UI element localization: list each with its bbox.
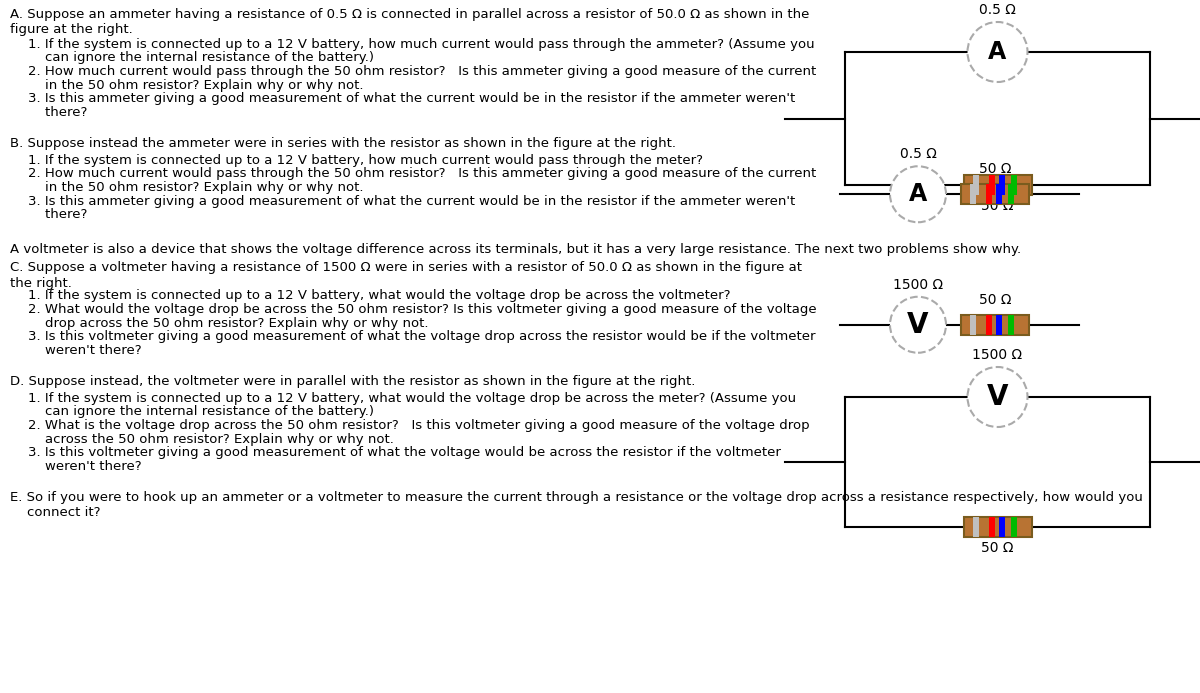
Text: A: A <box>989 40 1007 64</box>
Text: V: V <box>907 310 929 339</box>
Text: 1500 Ω: 1500 Ω <box>893 278 943 292</box>
Circle shape <box>890 297 946 353</box>
Text: there?: there? <box>28 208 88 221</box>
Text: 3. Is this voltmeter giving a good measurement of what the voltage would be acro: 3. Is this voltmeter giving a good measu… <box>28 446 781 459</box>
Bar <box>970 184 976 204</box>
Text: 1500 Ω: 1500 Ω <box>972 348 1022 362</box>
Text: 1. If the system is connected up to a 12 V battery, how much current would pass : 1. If the system is connected up to a 12… <box>28 154 703 167</box>
Text: 2. What is the voltage drop across the 50 ohm resistor?   Is this voltmeter givi: 2. What is the voltage drop across the 5… <box>28 419 810 432</box>
Text: 50 Ω: 50 Ω <box>979 292 1012 307</box>
Text: weren't there?: weren't there? <box>28 344 142 356</box>
Text: 1. If the system is connected up to a 12 V battery, what would the voltage drop : 1. If the system is connected up to a 12… <box>28 392 796 405</box>
Bar <box>970 315 976 335</box>
Text: 2. How much current would pass through the 50 ohm resistor?   Is this ammeter gi: 2. How much current would pass through t… <box>28 65 816 78</box>
Bar <box>972 517 978 537</box>
Text: C. Suppose a voltmeter having a resistance of 1500 Ω were in series with a resis: C. Suppose a voltmeter having a resistan… <box>10 261 802 290</box>
Bar <box>998 517 1004 537</box>
Bar <box>961 184 1030 204</box>
Text: drop across the 50 ohm resistor? Explain why or why not.: drop across the 50 ohm resistor? Explain… <box>28 317 428 329</box>
Text: 50 Ω: 50 Ω <box>982 199 1014 213</box>
Text: can ignore the internal resistance of the battery.): can ignore the internal resistance of th… <box>28 405 374 419</box>
Text: E. So if you were to hook up an ammeter or a voltmeter to measure the current th: E. So if you were to hook up an ammeter … <box>10 491 1142 519</box>
Text: 2. How much current would pass through the 50 ohm resistor?   Is this ammeter gi: 2. How much current would pass through t… <box>28 168 816 180</box>
Bar <box>1008 315 1014 335</box>
Text: 1. If the system is connected up to a 12 V battery, how much current would pass : 1. If the system is connected up to a 12… <box>28 38 815 51</box>
Bar <box>986 184 992 204</box>
Circle shape <box>967 22 1027 82</box>
Bar <box>1010 175 1016 195</box>
Bar <box>972 175 978 195</box>
Text: 3. Is this voltmeter giving a good measurement of what the voltage drop across t: 3. Is this voltmeter giving a good measu… <box>28 330 816 343</box>
Text: across the 50 ohm resistor? Explain why or why not.: across the 50 ohm resistor? Explain why … <box>28 432 394 446</box>
Text: weren't there?: weren't there? <box>28 459 142 473</box>
Bar <box>964 175 1032 195</box>
Text: 0.5 Ω: 0.5 Ω <box>979 3 1016 17</box>
Text: B. Suppose instead the ammeter were in series with the resistor as shown in the : B. Suppose instead the ammeter were in s… <box>10 137 676 150</box>
Text: 3. Is this ammeter giving a good measurement of what the current would be in the: 3. Is this ammeter giving a good measure… <box>28 92 796 105</box>
Bar <box>996 315 1002 335</box>
Text: 0.5 Ω: 0.5 Ω <box>900 147 936 161</box>
Text: 50 Ω: 50 Ω <box>979 162 1012 176</box>
Bar <box>986 315 992 335</box>
Circle shape <box>967 367 1027 427</box>
Text: 50 Ω: 50 Ω <box>982 541 1014 555</box>
Circle shape <box>890 166 946 222</box>
Text: A voltmeter is also a device that shows the voltage difference across its termin: A voltmeter is also a device that shows … <box>10 243 1021 256</box>
Text: there?: there? <box>28 105 88 119</box>
Bar <box>996 184 1002 204</box>
Bar <box>998 175 1004 195</box>
Bar <box>961 315 1030 335</box>
Text: can ignore the internal resistance of the battery.): can ignore the internal resistance of th… <box>28 51 374 64</box>
Text: D. Suppose instead, the voltmeter were in parallel with the resistor as shown in: D. Suppose instead, the voltmeter were i… <box>10 375 695 388</box>
Bar <box>989 517 995 537</box>
Bar <box>964 517 1032 537</box>
Text: A: A <box>908 182 928 207</box>
Text: A. Suppose an ammeter having a resistance of 0.5 Ω is connected in parallel acro: A. Suppose an ammeter having a resistanc… <box>10 8 809 36</box>
Text: 1. If the system is connected up to a 12 V battery, what would the voltage drop : 1. If the system is connected up to a 12… <box>28 290 731 303</box>
Bar <box>989 175 995 195</box>
Bar <box>1010 517 1016 537</box>
Text: 3. Is this ammeter giving a good measurement of what the current would be in the: 3. Is this ammeter giving a good measure… <box>28 195 796 207</box>
Text: in the 50 ohm resistor? Explain why or why not.: in the 50 ohm resistor? Explain why or w… <box>28 78 364 91</box>
Text: 2. What would the voltage drop be across the 50 ohm resistor? Is this voltmeter : 2. What would the voltage drop be across… <box>28 303 817 316</box>
Bar <box>1008 184 1014 204</box>
Text: in the 50 ohm resistor? Explain why or why not.: in the 50 ohm resistor? Explain why or w… <box>28 181 364 194</box>
Text: V: V <box>986 383 1008 411</box>
